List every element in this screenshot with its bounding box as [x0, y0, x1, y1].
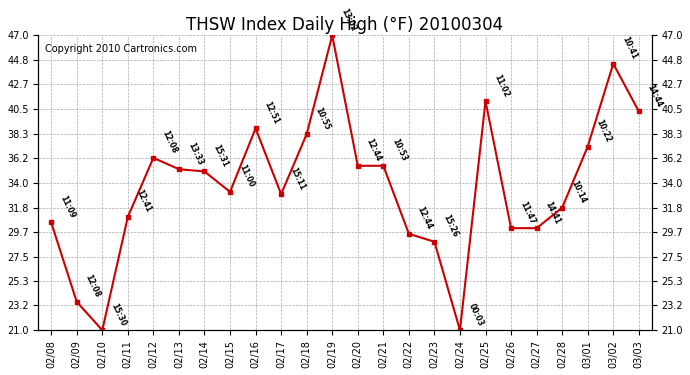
Text: 11:47: 11:47 [518, 200, 536, 225]
Text: 10:55: 10:55 [314, 106, 332, 131]
Text: 15:30: 15:30 [109, 302, 128, 327]
Text: 13:33: 13:33 [186, 141, 204, 166]
Text: 11:02: 11:02 [493, 73, 511, 98]
Text: 15:11: 15:11 [288, 166, 306, 191]
Text: 14:41: 14:41 [544, 200, 562, 225]
Text: 10:41: 10:41 [620, 35, 638, 61]
Text: 10:22: 10:22 [595, 118, 613, 144]
Text: 12:44: 12:44 [365, 137, 383, 163]
Text: 00:03: 00:03 [467, 302, 485, 327]
Text: 11:09: 11:09 [58, 194, 77, 220]
Text: 15:31: 15:31 [211, 143, 230, 169]
Text: 11:00: 11:00 [237, 164, 255, 189]
Text: 10:53: 10:53 [391, 138, 408, 163]
Text: 12:51: 12:51 [262, 100, 281, 126]
Text: 13:02: 13:02 [339, 7, 357, 33]
Text: 12:08: 12:08 [160, 129, 179, 155]
Text: 15:26: 15:26 [442, 213, 460, 239]
Text: 12:44: 12:44 [416, 206, 434, 231]
Text: Copyright 2010 Cartronics.com: Copyright 2010 Cartronics.com [45, 44, 197, 54]
Text: 12:41: 12:41 [135, 188, 153, 214]
Text: 12:08: 12:08 [83, 273, 102, 299]
Text: 14:44: 14:44 [646, 83, 664, 109]
Title: THSW Index Daily High (°F) 20100304: THSW Index Daily High (°F) 20100304 [186, 16, 504, 34]
Text: 10:14: 10:14 [569, 179, 587, 205]
